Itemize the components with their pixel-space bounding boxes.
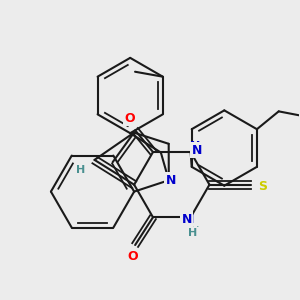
Text: N: N [184,213,194,226]
Text: H: H [76,165,85,175]
Text: N: N [166,174,176,187]
Text: O: O [122,114,133,127]
Text: N: N [191,144,202,157]
Text: O: O [127,248,137,261]
Text: N: N [189,140,200,153]
Text: S: S [258,178,267,191]
Text: H: H [188,228,197,238]
Text: S: S [258,180,267,193]
Text: H: H [190,226,199,236]
Text: O: O [128,250,139,263]
Text: N: N [166,176,176,189]
Text: H: H [76,163,85,173]
Text: O: O [124,112,134,125]
Text: N: N [182,213,192,226]
